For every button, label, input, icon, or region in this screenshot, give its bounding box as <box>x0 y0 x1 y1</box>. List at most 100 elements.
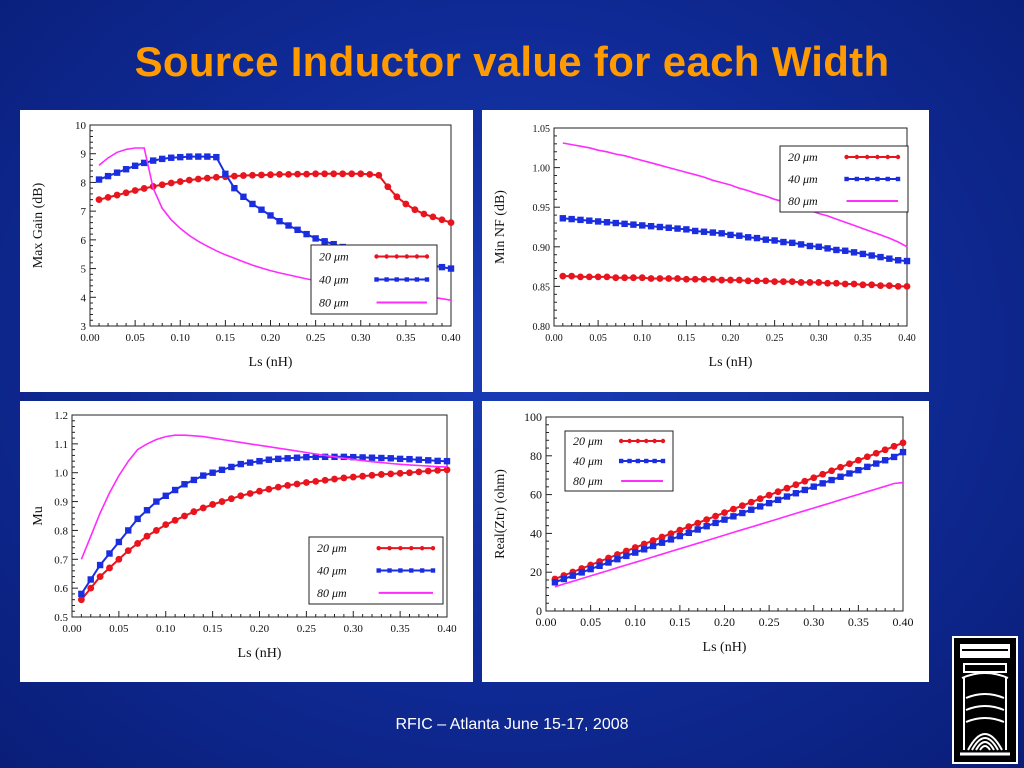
slide-footer: RFIC – Atlanta June 15-17, 2008 <box>395 716 629 733</box>
x-tick-label: 0.15 <box>216 332 236 344</box>
data-point-w20 <box>321 170 329 178</box>
data-point-w20 <box>649 537 657 544</box>
data-point-w40 <box>647 223 655 230</box>
data-point-w20 <box>703 516 711 524</box>
data-point-w40 <box>200 472 207 479</box>
data-point-w40 <box>95 176 103 183</box>
data-point-w20 <box>447 219 455 227</box>
data-point-w20 <box>630 274 637 282</box>
data-point-w20 <box>833 279 840 287</box>
data-point-w20 <box>859 281 867 289</box>
data-point-w40 <box>632 549 639 556</box>
data-point-w20 <box>881 446 889 454</box>
data-point-w20 <box>349 473 357 481</box>
data-point-w40 <box>228 463 235 471</box>
data-point-w40 <box>639 222 646 229</box>
data-point-w40 <box>303 453 310 461</box>
y-tick-label: 6 <box>81 235 87 247</box>
legend-label-w40: 40 μm <box>573 454 603 468</box>
data-point-w40 <box>275 455 282 463</box>
chart-panel-max-gain: 0.00 0.05 0.10 0.15 0.20 0.25 0.30 0.35 0.40 3 4 5 6… <box>20 110 473 392</box>
y-axis-label: Mu <box>31 506 46 525</box>
data-point-w20 <box>396 469 404 477</box>
x-tick-label: 0.35 <box>854 333 872 344</box>
legend-marker <box>394 277 399 282</box>
data-point-w40 <box>899 448 907 456</box>
data-point-w20 <box>359 472 367 480</box>
data-point-w40 <box>658 539 666 546</box>
legend-marker <box>618 438 624 444</box>
y-tick-label: 100 <box>524 410 542 424</box>
data-point-w40 <box>258 206 265 213</box>
y-tick-label: 0.6 <box>54 583 68 595</box>
data-point-w20 <box>665 275 673 282</box>
data-point-w40 <box>350 453 357 461</box>
legend-marker <box>627 458 632 464</box>
data-point-w40 <box>368 454 376 461</box>
data-point-w40 <box>700 228 708 235</box>
legend-marker <box>414 254 420 259</box>
legend-label-w80: 80 μm <box>573 474 603 488</box>
data-point-w40 <box>873 460 880 467</box>
data-point-w40 <box>96 561 104 569</box>
data-point-w20 <box>424 467 432 475</box>
data-point-w20 <box>877 282 884 290</box>
data-point-w40 <box>903 257 911 265</box>
data-point-w20 <box>765 491 773 499</box>
x-tick-label: 0.40 <box>437 623 457 635</box>
data-point-w20 <box>124 547 132 555</box>
data-point-w40 <box>797 241 805 248</box>
y-tick-label: 9 <box>81 149 87 161</box>
legend-label-w40: 40 μm <box>317 564 347 578</box>
legend-marker <box>854 176 860 182</box>
data-point-w20 <box>890 442 898 450</box>
x-tick-label: 0.25 <box>306 332 326 344</box>
series-line-w80 <box>554 481 904 588</box>
legend-marker <box>854 154 860 160</box>
x-tick-label: 0.30 <box>810 333 828 344</box>
data-point-w20 <box>434 467 442 474</box>
data-point-w20 <box>885 282 893 290</box>
data-point-w40 <box>665 224 672 231</box>
data-point-w20 <box>621 274 628 282</box>
data-point-w20 <box>797 279 805 286</box>
x-tick-label: 0.30 <box>344 623 364 635</box>
data-point-w20 <box>181 512 188 520</box>
data-point-w20 <box>115 555 123 563</box>
data-point-w20 <box>756 495 764 503</box>
legend-label-w40: 40 μm <box>788 172 818 186</box>
x-tick-label: 0.10 <box>625 615 646 629</box>
data-point-w20 <box>837 463 844 471</box>
data-point-w40 <box>204 153 211 160</box>
data-point-w40 <box>125 527 132 534</box>
data-point-w40 <box>265 456 273 463</box>
legend-marker <box>864 176 870 182</box>
data-point-w20 <box>788 278 796 286</box>
x-tick-label: 0.20 <box>714 615 735 629</box>
data-point-w40 <box>415 456 423 463</box>
series-line-w20 <box>98 172 452 224</box>
y-tick-label: 0.7 <box>54 554 68 566</box>
x-tick-label: 0.40 <box>893 615 914 629</box>
series-line-w20 <box>562 275 907 288</box>
data-point-w20 <box>863 453 871 461</box>
data-point-w40 <box>312 235 319 242</box>
y-tick-label: 80 <box>530 449 542 463</box>
data-point-w40 <box>685 529 692 537</box>
legend-marker <box>424 254 430 259</box>
legend-marker <box>374 254 379 259</box>
data-point-w40 <box>162 492 169 499</box>
data-point-w20 <box>762 277 770 285</box>
data-point-w40 <box>712 519 719 527</box>
data-point-w20 <box>894 283 902 290</box>
legend-marker <box>394 254 399 259</box>
legend-marker <box>660 438 666 444</box>
data-point-w40 <box>190 476 198 484</box>
data-point-w20 <box>265 485 273 493</box>
data-point-w40 <box>739 509 746 517</box>
data-point-w40 <box>819 480 826 487</box>
data-point-w40 <box>789 239 796 247</box>
data-point-w20 <box>331 475 338 483</box>
data-point-w20 <box>143 532 151 540</box>
x-axis-label: Ls (nH) <box>238 646 282 661</box>
